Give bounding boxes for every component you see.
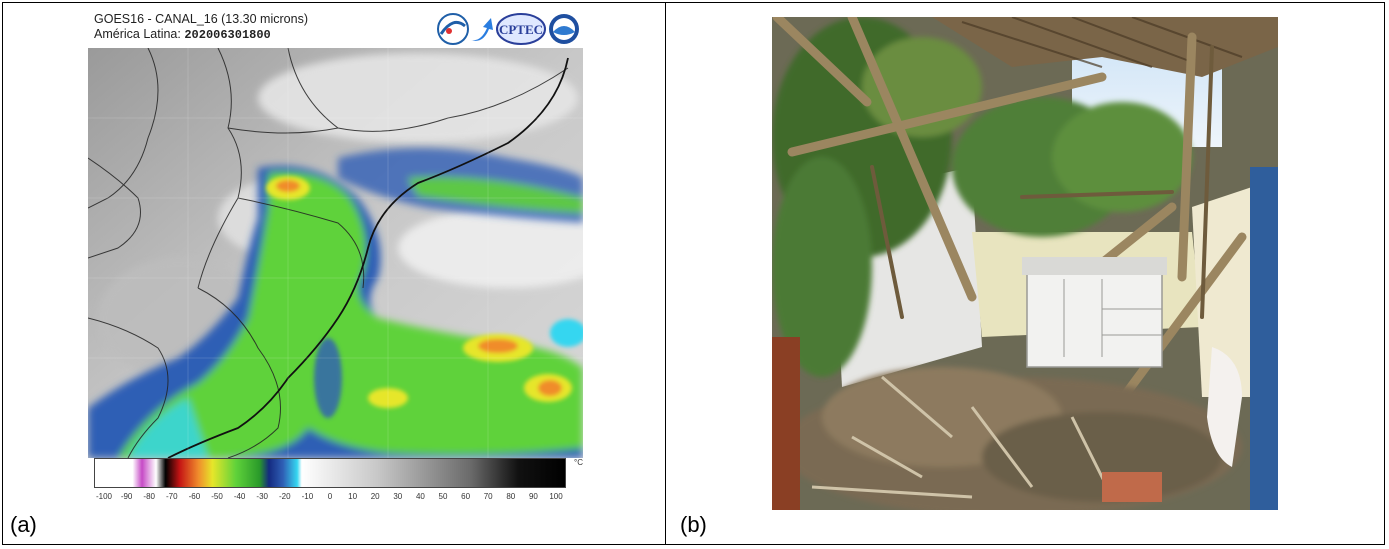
temperature-colorbar [94, 458, 566, 488]
colorbar-tick-label: -80 [143, 492, 155, 501]
colorbar-tick-label: -100 [95, 492, 113, 501]
colorbar-tick-label: 10 [348, 492, 358, 501]
panel-divider [665, 2, 666, 545]
colorbar-tick-label: -90 [120, 492, 133, 501]
noaa-logo-icon [549, 14, 579, 44]
colorbar-tick-label: -50 [211, 492, 223, 501]
colorbar-tick-label: 80 [506, 492, 516, 501]
agency-logos: CPTEC [437, 13, 579, 45]
satellite-header: GOES16 - CANAL_16 (13.30 microns) Améric… [88, 10, 583, 50]
colorbar-tick-label: -30 [256, 492, 268, 501]
arrow-logo-icon [471, 18, 493, 41]
panel-a-label: (a) [10, 512, 37, 537]
satellite-panel: GOES16 - CANAL_16 (13.30 microns) Améric… [88, 10, 583, 530]
satellite-title: GOES16 - CANAL_16 (13.30 microns) [94, 12, 308, 26]
colorbar-tick-label: 20 [370, 492, 380, 501]
colorbar-tick-label: 100 [549, 492, 563, 501]
colorbar-tick-label: -70 [166, 492, 178, 501]
storm-damage-photo [772, 17, 1278, 510]
colorbar-tick-label: -20 [279, 492, 291, 501]
panel-b-label: (b) [680, 512, 707, 537]
colorbar-tick-label: -60 [188, 492, 201, 501]
colorbar-tick-label: 60 [461, 492, 471, 501]
inpe-logo-icon [437, 13, 469, 45]
satellite-map [88, 48, 583, 458]
colorbar-tick-label: 40 [415, 492, 425, 501]
cptec-logo-icon: CPTEC [496, 13, 546, 45]
satellite-timestamp: 202006301800 [184, 28, 271, 42]
colorbar-tick-label: 50 [438, 492, 448, 501]
colorbar-tick-label: -10 [301, 492, 314, 501]
satellite-region: América Latina: [94, 27, 181, 41]
cptec-logo-text: CPTEC [499, 22, 543, 37]
colorbar-tick-label: 90 [528, 492, 538, 501]
colorbar-tick-label: -40 [233, 492, 246, 501]
colorbar-tick-label: 30 [393, 492, 403, 501]
colorbar-unit: °C [574, 458, 583, 467]
satellite-subtitle: América Latina: 202006301800 [94, 27, 271, 42]
colorbar-ticks: -100 -90 -80 -70 -60 -50 -40 -30 -20 -10 0 10 20 30 40… [94, 492, 566, 506]
colorbar-tick-label: 70 [483, 492, 493, 501]
colorbar-tick-label: 0 [327, 492, 333, 501]
